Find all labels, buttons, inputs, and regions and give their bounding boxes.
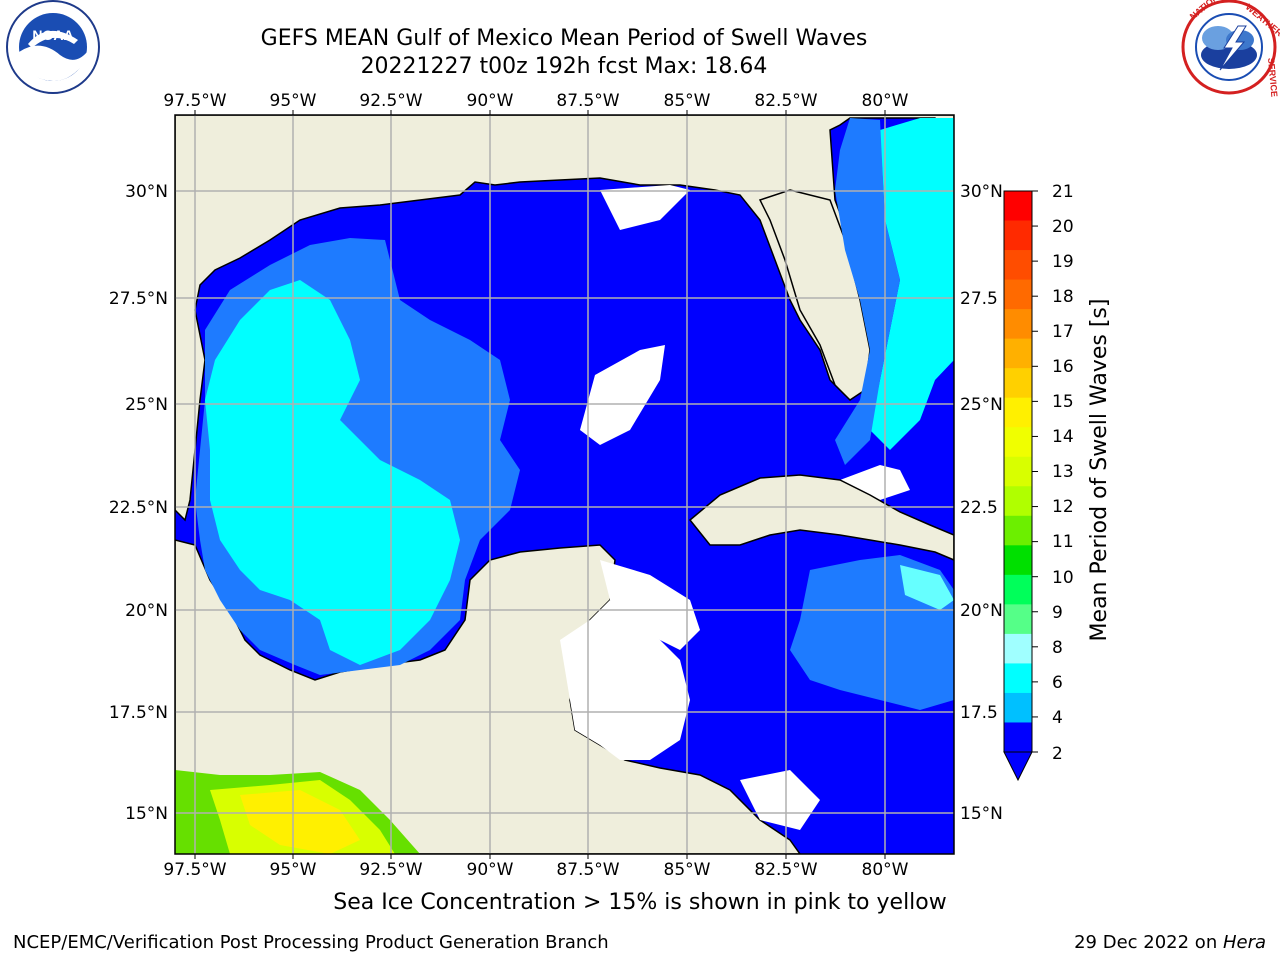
lon-label: 95°W xyxy=(270,860,317,880)
sea-ice-caption: Sea Ice Concentration > 15% is shown in … xyxy=(333,890,947,915)
colorbar-segment xyxy=(1004,368,1032,399)
lat-label: 17.5°N xyxy=(109,703,168,723)
colorbar-tick: 4 xyxy=(1052,708,1063,728)
colorbar-segment xyxy=(1004,250,1032,281)
map-frame xyxy=(174,114,955,855)
colorbar-tick: 6 xyxy=(1052,673,1063,693)
footer-host: Hera xyxy=(1222,932,1266,953)
lon-label: 97.5°W xyxy=(163,860,226,880)
svg-text:SERVICE: SERVICE xyxy=(1266,57,1279,97)
lon-labels-top: 97.5°W 95°W 92.5°W 90°W 87.5°W 85°W 82.5… xyxy=(163,91,908,111)
footer-date: 29 Dec 2022 on Hera xyxy=(1074,932,1266,953)
colorbar-segment xyxy=(1004,692,1032,723)
colorbar xyxy=(1003,190,1038,782)
lat-label: 15°N xyxy=(125,804,168,824)
colorbar-segment xyxy=(1004,191,1032,222)
lon-label: 82.5°W xyxy=(754,860,817,880)
colorbar-tick: 11 xyxy=(1052,532,1074,552)
swell-cyan-west xyxy=(205,280,460,665)
colorbar-tick: 12 xyxy=(1052,497,1074,517)
colorbar-segment xyxy=(1004,486,1032,517)
colorbar-label: Mean Period of Swell Waves [s] xyxy=(1087,299,1112,642)
lat-label: 22.5 xyxy=(960,498,998,518)
lon-label: 97.5°W xyxy=(163,91,226,111)
lon-label: 90°W xyxy=(467,91,514,111)
chart-title: GEFS MEAN Gulf of Mexico Mean Period of … xyxy=(260,26,868,51)
colorbar-tick: 8 xyxy=(1052,638,1063,658)
colorbar-segment xyxy=(1004,722,1032,753)
lon-label: 85°W xyxy=(664,860,711,880)
lon-label: 92.5°W xyxy=(359,91,422,111)
swell-cyan-east xyxy=(870,118,954,450)
colorbar-tick: 9 xyxy=(1052,603,1063,623)
lon-label: 82.5°W xyxy=(754,91,817,111)
footer-date-text: 29 Dec 2022 on xyxy=(1074,932,1223,953)
colorbar-segment xyxy=(1004,338,1032,369)
lat-label: 20°N xyxy=(125,601,168,621)
colorbar-tick: 16 xyxy=(1052,357,1074,377)
lon-label: 80°W xyxy=(862,860,909,880)
lat-labels-left: 30°N 27.5°N 25°N 22.5°N 20°N 17.5°N 15°N xyxy=(109,182,168,824)
colorbar-segment xyxy=(1004,545,1032,576)
colorbar-segment xyxy=(1004,604,1032,635)
colorbar-tick: 13 xyxy=(1052,462,1074,482)
noaa-logo-text: NOAA xyxy=(32,27,73,43)
lat-label: 30°N xyxy=(125,182,168,202)
land-us xyxy=(175,115,954,522)
colorbar-segment xyxy=(1004,279,1032,310)
lat-label: 15°N xyxy=(960,804,1003,824)
land-cuba xyxy=(688,474,954,561)
lat-label: 27.5°N xyxy=(109,289,168,309)
lon-label: 95°W xyxy=(270,91,317,111)
colorbar-tick: 21 xyxy=(1052,182,1074,202)
lon-label: 87.5°W xyxy=(556,860,619,880)
no-data-yucatan xyxy=(560,600,690,760)
footer-credit: NCEP/EMC/Verification Post Processing Pr… xyxy=(13,932,609,953)
lat-label: 27.5 xyxy=(960,289,998,309)
colorbar-tick: 2 xyxy=(1052,744,1063,764)
colorbar-tick: 19 xyxy=(1052,252,1074,272)
lat-label: 25°N xyxy=(125,395,168,415)
colorbar-extend-arrow xyxy=(1003,751,1033,782)
land-mexico xyxy=(175,539,801,854)
lon-label: 87.5°W xyxy=(556,91,619,111)
lat-label: 17.5 xyxy=(960,703,998,723)
colorbar-segment xyxy=(1004,220,1032,251)
lat-labels-right: 30°N 27.5 25°N 22.5 20°N 17.5 15°N xyxy=(960,182,1003,824)
chart-subtitle: 20221227 t00z 192h fcst Max: 18.64 xyxy=(360,54,768,79)
colorbar-segment xyxy=(1004,633,1032,664)
colorbar-tick: 10 xyxy=(1052,568,1074,588)
colorbar-segment xyxy=(1004,427,1032,458)
colorbar-tick: 20 xyxy=(1052,217,1074,237)
noaa-logo: NOAA xyxy=(6,0,100,94)
lon-label: 90°W xyxy=(467,860,514,880)
lon-label: 80°W xyxy=(862,91,909,111)
lat-label: 25°N xyxy=(960,395,1003,415)
colorbar-tick: 17 xyxy=(1052,322,1074,342)
colorbar-segment xyxy=(1004,574,1032,605)
colorbar-tick: 18 xyxy=(1052,287,1074,307)
lon-label: 92.5°W xyxy=(359,860,422,880)
colorbar-segment xyxy=(1004,456,1032,487)
colorbar-segment xyxy=(1004,515,1032,546)
lon-label: 85°W xyxy=(664,91,711,111)
graticule xyxy=(175,115,954,854)
colorbar-tick: 15 xyxy=(1052,392,1074,412)
map-plot-area xyxy=(175,115,954,854)
colorbar-segment xyxy=(1004,663,1032,694)
lat-label: 30°N xyxy=(960,182,1003,202)
lat-label: 22.5°N xyxy=(109,498,168,518)
nws-logo: NATIONAL WEATHER SERVICE xyxy=(1181,0,1280,97)
colorbar-segment xyxy=(1004,309,1032,340)
colorbar-segment xyxy=(1004,397,1032,428)
lon-labels-bottom: 97.5°W 95°W 92.5°W 90°W 87.5°W 85°W 82.5… xyxy=(163,860,908,880)
colorbar-ticks: 21 20 19 18 17 16 15 14 13 12 11 10 9 8 … xyxy=(1052,182,1074,764)
lat-label: 20°N xyxy=(960,601,1003,621)
colorbar-tick: 14 xyxy=(1052,427,1074,447)
